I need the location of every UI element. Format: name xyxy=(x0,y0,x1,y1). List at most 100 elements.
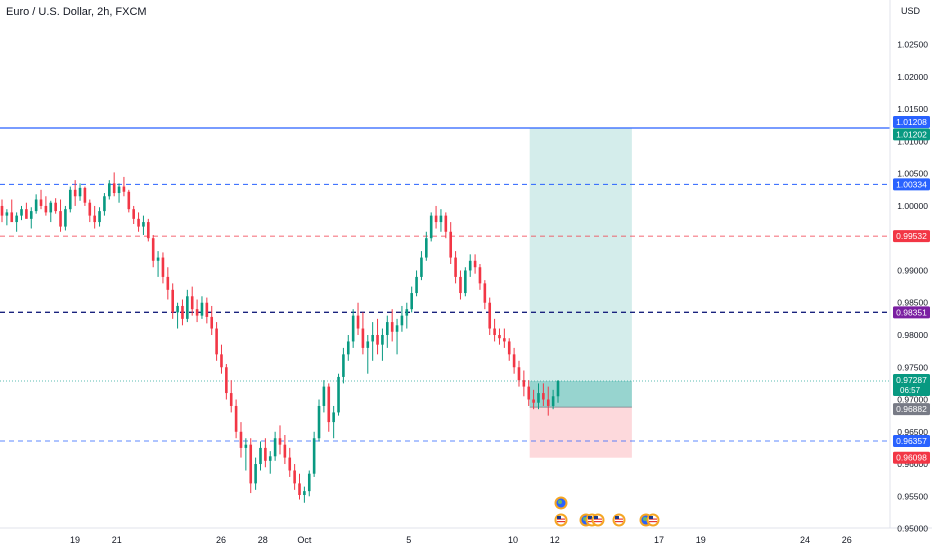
candle-body xyxy=(49,202,53,213)
candle-body xyxy=(283,444,287,458)
price-label-text: 0.97287 xyxy=(896,375,927,385)
price-label-box xyxy=(893,373,930,396)
us-flag-event-icon[interactable] xyxy=(591,513,605,527)
candle-body xyxy=(346,341,350,355)
price-tick-label: 0.96500 xyxy=(897,427,928,437)
time-tick-label: 21 xyxy=(112,535,122,545)
price-labels: 1.01208 1.01202 1.00334 0.99532 0.98351 0.972… xyxy=(893,116,930,464)
candle-body xyxy=(371,334,374,342)
candle-body xyxy=(107,183,111,197)
candle-body xyxy=(88,202,92,216)
open-profit-zone xyxy=(529,380,632,408)
flag-canton xyxy=(557,516,561,519)
candle-body xyxy=(512,354,516,368)
flag-stripe xyxy=(594,521,602,523)
candle-body xyxy=(127,191,131,210)
candle-body xyxy=(190,296,194,310)
candle-body xyxy=(376,334,379,345)
earth-event-icon[interactable] xyxy=(554,496,568,510)
target-zone[interactable] xyxy=(529,128,632,408)
candle-body xyxy=(522,380,526,387)
time-tick-label: 12 xyxy=(550,535,560,545)
candle-body xyxy=(200,302,204,316)
candle-body xyxy=(425,238,428,258)
candle-body xyxy=(546,399,550,406)
candle-body xyxy=(234,405,238,432)
price-label-text: 1.01208 xyxy=(896,117,927,127)
candle-body xyxy=(322,386,326,406)
candle-body xyxy=(54,202,57,212)
flag-canton xyxy=(588,516,592,519)
time-tick-label: 10 xyxy=(508,535,518,545)
candle-body xyxy=(161,257,165,277)
price-label-text: 0.96882 xyxy=(896,404,927,414)
economic-events[interactable] xyxy=(554,496,660,527)
price-label-box xyxy=(893,435,930,447)
candle-body xyxy=(278,438,282,445)
price-label-box xyxy=(893,403,930,416)
price-label-text: 1.00334 xyxy=(896,179,927,189)
candle-body xyxy=(259,447,262,465)
countdown-label: 06:57 xyxy=(900,386,921,395)
candle-body xyxy=(254,464,257,484)
flag-stripe xyxy=(557,521,565,523)
candle-body xyxy=(181,305,184,319)
candle-body xyxy=(166,276,170,290)
flag-stripe xyxy=(557,518,565,520)
candle-body xyxy=(400,315,404,326)
candle-body xyxy=(498,334,501,339)
candle-body xyxy=(293,470,296,484)
time-tick-label: 17 xyxy=(654,535,664,545)
candle-body xyxy=(454,257,457,277)
us-flag-event-icon[interactable] xyxy=(554,513,568,527)
flag-stripe xyxy=(615,521,623,523)
price-tick-label: 0.97000 xyxy=(897,395,928,405)
price-tick-label: 1.01000 xyxy=(897,136,928,146)
candle-body xyxy=(147,222,150,239)
us-flag-event-icon[interactable] xyxy=(612,513,626,527)
price-tick-label: 1.02000 xyxy=(897,72,928,82)
flag-stripe xyxy=(649,518,657,520)
price-label-text: 0.99532 xyxy=(896,231,927,241)
long-position-tool[interactable] xyxy=(529,128,632,458)
candle-body xyxy=(5,212,9,216)
candle-body xyxy=(507,341,511,355)
candle-body xyxy=(483,283,487,303)
candle-body xyxy=(542,393,545,400)
candle-body xyxy=(68,189,72,210)
candle-body xyxy=(59,211,62,227)
candle-body xyxy=(478,267,482,284)
candle-body xyxy=(73,189,77,197)
price-label-box xyxy=(893,306,930,319)
candle-body xyxy=(132,209,135,219)
candle-body xyxy=(429,215,433,239)
candle-body xyxy=(15,215,18,223)
candle-body xyxy=(503,338,506,342)
time-tick-label: 26 xyxy=(842,535,852,545)
price-tick-label: 0.96000 xyxy=(897,459,928,469)
us-flag-event-icon[interactable] xyxy=(646,513,660,527)
candle-body xyxy=(151,238,155,261)
price-tick-label: 1.00000 xyxy=(897,201,928,211)
time-axis[interactable]: 19 21 26 28 Oct 5 10 12 17 19 24 26 xyxy=(70,535,852,545)
candle-body xyxy=(210,316,214,329)
price-tick-label: 0.99000 xyxy=(897,265,928,275)
candle-body xyxy=(93,215,96,223)
flag-canton xyxy=(594,516,598,519)
price-tick-label: 0.95500 xyxy=(897,491,928,501)
candle-body xyxy=(532,399,535,403)
candle-body xyxy=(156,257,160,261)
time-tick-label: 28 xyxy=(258,535,268,545)
candle-body xyxy=(244,444,248,448)
price-label-box xyxy=(893,116,930,128)
candle-body xyxy=(25,209,28,219)
stop-zone[interactable] xyxy=(529,407,632,458)
currency-label: USD xyxy=(901,6,921,16)
candle-body xyxy=(488,302,492,329)
price-tick-label: 1.01500 xyxy=(897,104,928,114)
price-label-box xyxy=(893,451,930,464)
horizontal-lines[interactable] xyxy=(0,127,890,442)
candle-body xyxy=(303,491,306,496)
